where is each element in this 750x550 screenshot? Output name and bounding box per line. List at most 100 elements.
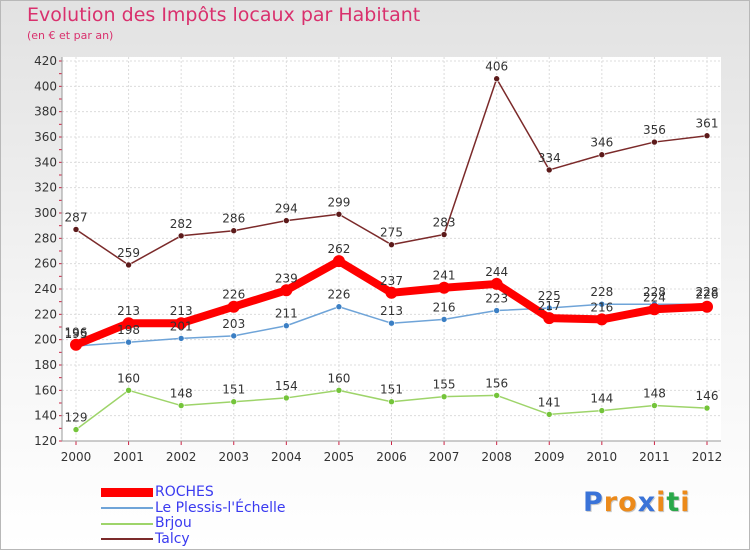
data-point-brjou: [703, 404, 711, 412]
data-point-talcy: [335, 210, 343, 218]
y-tick-label: 400: [34, 79, 57, 93]
data-label-le-plessis-l-echelle: 226: [327, 288, 350, 302]
y-tick-label: 260: [34, 257, 57, 271]
data-label-roches: 213: [170, 304, 193, 318]
y-tick-label: 180: [34, 358, 57, 372]
data-point-roches: [385, 286, 398, 299]
data-label-talcy: 299: [327, 195, 350, 209]
data-point-brjou: [230, 398, 238, 406]
data-point-talcy: [283, 217, 290, 224]
data-label-le-plessis-l-echelle: 203: [222, 317, 245, 331]
y-tick-label: 220: [34, 307, 57, 321]
data-label-roches: 196: [65, 326, 88, 340]
legend-swatch: [101, 488, 153, 498]
legend-label: Le Plessis-l'Échelle: [155, 499, 286, 516]
data-label-le-plessis-l-echelle: 216: [433, 300, 456, 314]
data-label-brjou: 141: [538, 395, 561, 409]
data-label-roches: 213: [117, 304, 140, 318]
data-point-roches: [438, 281, 451, 294]
data-label-roches: 244: [485, 265, 508, 279]
data-point-brjou: [177, 402, 185, 409]
data-point-talcy: [545, 166, 553, 174]
data-label-talcy: 406: [485, 60, 508, 74]
logo-letter: i: [656, 487, 667, 518]
y-tick-label: 200: [34, 333, 57, 347]
data-point-roches: [332, 255, 345, 268]
data-point-le-plessis-l-echelle: [230, 332, 238, 340]
x-tick-label: 2001: [113, 450, 144, 464]
data-label-brjou: 129: [65, 411, 88, 425]
data-point-talcy: [388, 241, 395, 248]
legend-swatch: [101, 507, 153, 510]
data-point-le-plessis-l-echelle: [283, 322, 290, 330]
legend-item: Brjou: [101, 516, 286, 532]
x-tick-label: 2012: [692, 450, 723, 464]
data-label-talcy: 287: [65, 210, 88, 224]
data-label-brjou: 155: [433, 378, 456, 392]
data-label-brjou: 151: [380, 383, 403, 397]
series-lines: [70, 75, 713, 433]
y-tick-label: 120: [34, 434, 57, 448]
data-point-talcy: [125, 261, 132, 269]
data-point-le-plessis-l-echelle: [125, 338, 132, 346]
data-label-le-plessis-l-echelle: 201: [170, 319, 193, 333]
y-tick-label: 360: [34, 130, 57, 144]
x-tick-label: 2004: [271, 450, 302, 464]
data-point-brjou: [283, 394, 290, 402]
y-tick-label: 420: [34, 54, 57, 68]
data-point-talcy: [72, 226, 80, 233]
data-label-talcy: 286: [222, 212, 245, 226]
logo-letter: i: [680, 487, 691, 518]
data-point-talcy: [440, 231, 448, 238]
data-label-roches: 241: [433, 269, 456, 283]
data-point-talcy: [598, 151, 606, 159]
data-point-brjou: [125, 387, 132, 394]
data-label-le-plessis-l-echelle: 213: [380, 304, 403, 318]
data-point-le-plessis-l-echelle: [598, 300, 606, 308]
data-label-brjou: 148: [170, 387, 193, 401]
data-label-talcy: 334: [538, 151, 561, 165]
data-label-brjou: 146: [696, 389, 719, 403]
x-tick-label: 2003: [218, 450, 249, 464]
data-point-le-plessis-l-echelle: [388, 319, 395, 327]
data-label-roches: 226: [222, 288, 245, 302]
data-label-talcy: 259: [117, 246, 140, 260]
y-tick-label: 320: [34, 181, 57, 195]
data-label-roches: 239: [275, 271, 298, 285]
data-point-talcy: [651, 138, 658, 146]
data-point-talcy: [177, 232, 185, 240]
y-tick-label: 300: [34, 206, 57, 220]
data-point-roches: [227, 300, 240, 313]
logo-letter: o: [618, 487, 638, 518]
logo-letter: r: [603, 487, 619, 518]
chart-subtitle: (en € et par an): [27, 29, 114, 42]
data-point-le-plessis-l-echelle: [440, 316, 448, 323]
data-label-roches: 262: [327, 242, 350, 256]
data-label-brjou: 160: [327, 371, 350, 385]
data-point-brjou: [493, 392, 500, 399]
data-point-talcy: [493, 75, 500, 83]
data-point-roches: [280, 284, 293, 297]
x-tick-label: 2007: [429, 450, 460, 464]
logo-letter: P: [583, 487, 604, 518]
legend-label: ROCHES: [155, 484, 214, 501]
data-point-roches: [595, 313, 608, 326]
data-label-le-plessis-l-echelle: 225: [538, 289, 561, 303]
data-point-roches: [490, 277, 503, 290]
data-label-le-plessis-l-echelle: 228: [590, 285, 613, 299]
data-label-le-plessis-l-echelle: 228: [643, 285, 666, 299]
data-point-roches: [701, 300, 713, 313]
legend-label: Brjou: [155, 515, 192, 532]
legend-label: Talcy: [155, 530, 190, 547]
data-label-talcy: 356: [643, 123, 666, 137]
data-point-talcy: [703, 132, 711, 140]
data-label-brjou: 151: [222, 383, 245, 397]
data-point-roches: [648, 303, 661, 316]
data-label-roches: 217: [538, 299, 561, 313]
data-point-roches: [122, 317, 135, 330]
x-tick-label: 2008: [481, 450, 512, 464]
axes: 120 140 160 180 200 220 240 260 280 300 320 340 360 3…: [34, 54, 722, 464]
data-point-brjou: [72, 426, 80, 433]
data-label-le-plessis-l-echelle: 228: [696, 285, 719, 299]
